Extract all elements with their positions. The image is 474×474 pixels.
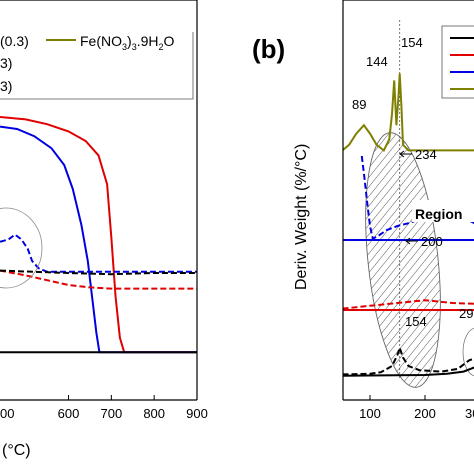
panel-b-legend-frame [441, 25, 474, 99]
annotation-29x: 29 [459, 306, 473, 321]
panel-a-tick-label-partial: 00 [0, 406, 14, 421]
panel-b-series-3 [343, 299, 474, 310]
annotation-89: 89 [352, 97, 366, 112]
panel-a-xlabel: (°C) [2, 442, 31, 459]
annotation-154-bottom: 154 [405, 314, 427, 329]
panel-b: (b) Deriv. Weight (%/°C) 100 200 30 154 14… [252, 0, 474, 421]
panel-b-series-6 [343, 366, 474, 377]
panel-a-legend: (0.3) Fe(NO3)3.9H2O 3) 3) [0, 32, 194, 100]
region-label: Region [415, 206, 462, 222]
annotation-234: 234 [415, 147, 437, 162]
annotation-144: 144 [366, 54, 388, 69]
panel-a-ellipse-annotation [0, 207, 43, 289]
panel-b-tick-label-200: 200 [414, 406, 436, 421]
panel-a-tick-label-600: 600 [58, 406, 80, 421]
legend-entry-red: 3) [0, 55, 12, 71]
panel-a-tick-label-900: 900 [186, 406, 208, 421]
panel-a-series-3 [0, 269, 197, 290]
panel-b-small-ellipse [462, 327, 474, 377]
panel-a-series-0 [0, 116, 197, 354]
annotation-200: 200 [421, 234, 443, 249]
legend-entry-black: (0.3) [0, 33, 29, 49]
panel-a: 600 700 800 900 00 (°C) (0.3) Fe(NO3)3.9H2O … [0, 0, 208, 459]
panel-a-series-1 [0, 125, 197, 354]
panel-a-legend-frame [0, 32, 194, 100]
panel-a-x-ticks: 600 700 800 900 00 [0, 395, 208, 421]
panel-b-x-ticks: 100 200 30 [359, 395, 474, 421]
panel-b-label: (b) [252, 34, 285, 64]
panel-a-series-4 [0, 233, 197, 273]
panel-b-tick-label-partial: 30 [465, 406, 474, 421]
annotation-arrows [399, 150, 418, 245]
panel-b-legend [450, 37, 474, 90]
panel-b-ylabel: Deriv. Weight (%/°C) [293, 144, 310, 290]
arrowhead-200 [405, 237, 411, 245]
legend-entry-fe-nitrate: Fe(NO3)3.9H2O [80, 33, 175, 52]
annotation-154-top: 154 [401, 35, 423, 50]
panel-a-series-5 [0, 269, 197, 276]
legend-entry-blue: 3) [0, 78, 12, 94]
panel-b-plot-area [343, 20, 474, 388]
panel-b-series-5 [343, 344, 474, 376]
panel-a-tick-label-800: 800 [143, 406, 165, 421]
panel-b-series-0 [343, 73, 474, 152]
panel-b-hatched-region [365, 132, 441, 388]
panel-b-region-label-bg [412, 200, 474, 222]
panel-a-plot-area [0, 116, 197, 354]
panel-b-tick-label-100: 100 [359, 406, 381, 421]
arrowhead-234 [399, 150, 405, 158]
panel-a-tick-label-700: 700 [100, 406, 122, 421]
